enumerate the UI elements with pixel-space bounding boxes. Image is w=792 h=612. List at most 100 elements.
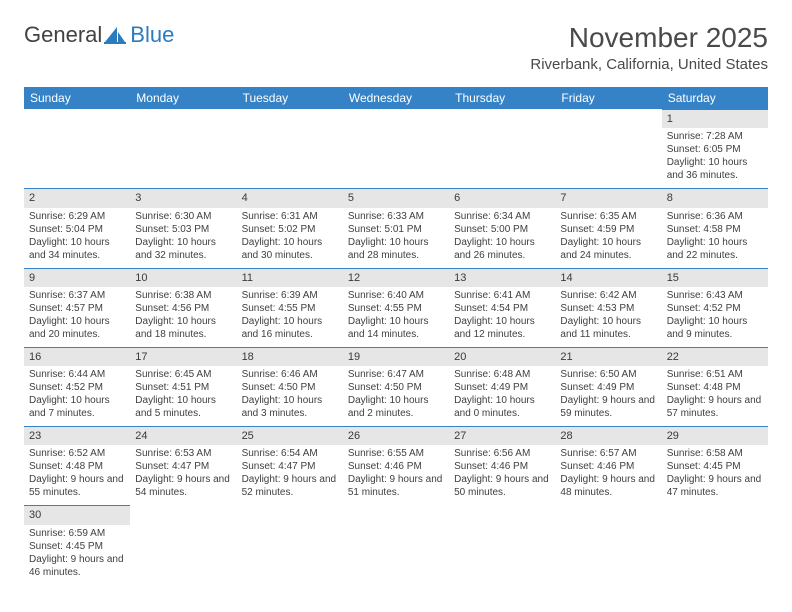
calendar-day-cell: 8Sunrise: 6:36 AMSunset: 4:58 PMDaylight… bbox=[662, 188, 768, 267]
daylight-line: Daylight: 10 hours and 5 minutes. bbox=[135, 394, 231, 420]
calendar-day-cell: . bbox=[449, 109, 555, 188]
calendar-day-cell: 19Sunrise: 6:47 AMSunset: 4:50 PMDayligh… bbox=[343, 347, 449, 426]
calendar-day-cell: 28Sunrise: 6:57 AMSunset: 4:46 PMDayligh… bbox=[555, 426, 661, 505]
logo: General Blue bbox=[24, 22, 174, 48]
calendar-day-cell: . bbox=[237, 505, 343, 584]
weekday-header: Sunday bbox=[24, 87, 130, 109]
day-body: Sunrise: 6:37 AMSunset: 4:57 PMDaylight:… bbox=[24, 287, 130, 347]
calendar-day-cell: 16Sunrise: 6:44 AMSunset: 4:52 PMDayligh… bbox=[24, 347, 130, 426]
daylight-line: Daylight: 10 hours and 3 minutes. bbox=[242, 394, 338, 420]
logo-word-general: General bbox=[24, 22, 102, 48]
sunset-line: Sunset: 4:48 PM bbox=[667, 381, 763, 394]
calendar-day-cell: 18Sunrise: 6:46 AMSunset: 4:50 PMDayligh… bbox=[237, 347, 343, 426]
calendar-day-cell: . bbox=[662, 505, 768, 584]
calendar-day-cell: 30Sunrise: 6:59 AMSunset: 4:45 PMDayligh… bbox=[24, 505, 130, 584]
calendar-day-cell: 17Sunrise: 6:45 AMSunset: 4:51 PMDayligh… bbox=[130, 347, 236, 426]
day-number: 16 bbox=[24, 347, 130, 366]
daylight-line: Daylight: 9 hours and 46 minutes. bbox=[29, 553, 125, 579]
day-number: 13 bbox=[449, 268, 555, 287]
sunset-line: Sunset: 5:01 PM bbox=[348, 223, 444, 236]
daylight-line: Daylight: 10 hours and 36 minutes. bbox=[667, 156, 763, 182]
day-body: Sunrise: 6:54 AMSunset: 4:47 PMDaylight:… bbox=[237, 445, 343, 505]
day-number: 9 bbox=[24, 268, 130, 287]
daylight-line: Daylight: 9 hours and 51 minutes. bbox=[348, 473, 444, 499]
day-number: 19 bbox=[343, 347, 449, 366]
daylight-line: Daylight: 9 hours and 55 minutes. bbox=[29, 473, 125, 499]
day-number: 21 bbox=[555, 347, 661, 366]
calendar-body: ......1Sunrise: 7:28 AMSunset: 6:05 PMDa… bbox=[24, 109, 768, 585]
calendar-week-row: 23Sunrise: 6:52 AMSunset: 4:48 PMDayligh… bbox=[24, 426, 768, 505]
sunset-line: Sunset: 4:51 PM bbox=[135, 381, 231, 394]
sunrise-line: Sunrise: 6:59 AM bbox=[29, 527, 125, 540]
day-number: 22 bbox=[662, 347, 768, 366]
sunset-line: Sunset: 4:47 PM bbox=[242, 460, 338, 473]
calendar-day-cell: 10Sunrise: 6:38 AMSunset: 4:56 PMDayligh… bbox=[130, 268, 236, 347]
day-body: Sunrise: 6:50 AMSunset: 4:49 PMDaylight:… bbox=[555, 366, 661, 426]
day-number: 12 bbox=[343, 268, 449, 287]
daylight-line: Daylight: 10 hours and 26 minutes. bbox=[454, 236, 550, 262]
sunset-line: Sunset: 4:59 PM bbox=[560, 223, 656, 236]
day-body: Sunrise: 6:42 AMSunset: 4:53 PMDaylight:… bbox=[555, 287, 661, 347]
day-number: 23 bbox=[24, 426, 130, 445]
calendar-day-cell: 7Sunrise: 6:35 AMSunset: 4:59 PMDaylight… bbox=[555, 188, 661, 267]
weekday-header: Friday bbox=[555, 87, 661, 109]
sunrise-line: Sunrise: 6:38 AM bbox=[135, 289, 231, 302]
calendar-table: SundayMondayTuesdayWednesdayThursdayFrid… bbox=[24, 87, 768, 585]
day-body: Sunrise: 6:34 AMSunset: 5:00 PMDaylight:… bbox=[449, 208, 555, 268]
sunrise-line: Sunrise: 6:46 AM bbox=[242, 368, 338, 381]
sunset-line: Sunset: 5:03 PM bbox=[135, 223, 231, 236]
sunset-line: Sunset: 4:55 PM bbox=[242, 302, 338, 315]
daylight-line: Daylight: 10 hours and 2 minutes. bbox=[348, 394, 444, 420]
location-text: Riverbank, California, United States bbox=[530, 56, 768, 73]
daylight-line: Daylight: 10 hours and 34 minutes. bbox=[29, 236, 125, 262]
sunrise-line: Sunrise: 7:28 AM bbox=[667, 130, 763, 143]
day-number: 30 bbox=[24, 505, 130, 524]
day-body: Sunrise: 7:28 AMSunset: 6:05 PMDaylight:… bbox=[662, 128, 768, 188]
sunrise-line: Sunrise: 6:41 AM bbox=[454, 289, 550, 302]
day-number: 11 bbox=[237, 268, 343, 287]
daylight-line: Daylight: 9 hours and 59 minutes. bbox=[560, 394, 656, 420]
calendar-day-cell: 14Sunrise: 6:42 AMSunset: 4:53 PMDayligh… bbox=[555, 268, 661, 347]
weekday-header: Saturday bbox=[662, 87, 768, 109]
sunset-line: Sunset: 4:49 PM bbox=[454, 381, 550, 394]
day-body: Sunrise: 6:45 AMSunset: 4:51 PMDaylight:… bbox=[130, 366, 236, 426]
day-body: Sunrise: 6:35 AMSunset: 4:59 PMDaylight:… bbox=[555, 208, 661, 268]
page-header: General Blue November 2025 Riverbank, Ca… bbox=[0, 0, 792, 79]
daylight-line: Daylight: 10 hours and 18 minutes. bbox=[135, 315, 231, 341]
sunrise-line: Sunrise: 6:44 AM bbox=[29, 368, 125, 381]
calendar-day-cell: . bbox=[449, 505, 555, 584]
sunrise-line: Sunrise: 6:55 AM bbox=[348, 447, 444, 460]
sunrise-line: Sunrise: 6:56 AM bbox=[454, 447, 550, 460]
sunset-line: Sunset: 4:49 PM bbox=[560, 381, 656, 394]
sunset-line: Sunset: 4:46 PM bbox=[454, 460, 550, 473]
sunset-line: Sunset: 6:05 PM bbox=[667, 143, 763, 156]
daylight-line: Daylight: 9 hours and 52 minutes. bbox=[242, 473, 338, 499]
sunset-line: Sunset: 4:47 PM bbox=[135, 460, 231, 473]
sunrise-line: Sunrise: 6:45 AM bbox=[135, 368, 231, 381]
daylight-line: Daylight: 10 hours and 30 minutes. bbox=[242, 236, 338, 262]
weekday-header: Monday bbox=[130, 87, 236, 109]
sunrise-line: Sunrise: 6:30 AM bbox=[135, 210, 231, 223]
calendar-day-cell: . bbox=[555, 505, 661, 584]
sunrise-line: Sunrise: 6:52 AM bbox=[29, 447, 125, 460]
sunset-line: Sunset: 4:46 PM bbox=[560, 460, 656, 473]
sunset-line: Sunset: 4:54 PM bbox=[454, 302, 550, 315]
calendar-day-cell: 15Sunrise: 6:43 AMSunset: 4:52 PMDayligh… bbox=[662, 268, 768, 347]
sunset-line: Sunset: 4:55 PM bbox=[348, 302, 444, 315]
calendar-day-cell: 9Sunrise: 6:37 AMSunset: 4:57 PMDaylight… bbox=[24, 268, 130, 347]
calendar-day-cell: 3Sunrise: 6:30 AMSunset: 5:03 PMDaylight… bbox=[130, 188, 236, 267]
day-body: Sunrise: 6:58 AMSunset: 4:45 PMDaylight:… bbox=[662, 445, 768, 505]
day-body: Sunrise: 6:31 AMSunset: 5:02 PMDaylight:… bbox=[237, 208, 343, 268]
day-body: Sunrise: 6:48 AMSunset: 4:49 PMDaylight:… bbox=[449, 366, 555, 426]
day-body: Sunrise: 6:40 AMSunset: 4:55 PMDaylight:… bbox=[343, 287, 449, 347]
page-title: November 2025 bbox=[530, 22, 768, 54]
day-number: 20 bbox=[449, 347, 555, 366]
calendar-day-cell: 12Sunrise: 6:40 AMSunset: 4:55 PMDayligh… bbox=[343, 268, 449, 347]
day-body: Sunrise: 6:30 AMSunset: 5:03 PMDaylight:… bbox=[130, 208, 236, 268]
sunset-line: Sunset: 4:57 PM bbox=[29, 302, 125, 315]
sunrise-line: Sunrise: 6:37 AM bbox=[29, 289, 125, 302]
calendar-day-cell: 25Sunrise: 6:54 AMSunset: 4:47 PMDayligh… bbox=[237, 426, 343, 505]
sunset-line: Sunset: 4:52 PM bbox=[29, 381, 125, 394]
day-body: Sunrise: 6:55 AMSunset: 4:46 PMDaylight:… bbox=[343, 445, 449, 505]
logo-word-blue: Blue bbox=[130, 22, 174, 48]
